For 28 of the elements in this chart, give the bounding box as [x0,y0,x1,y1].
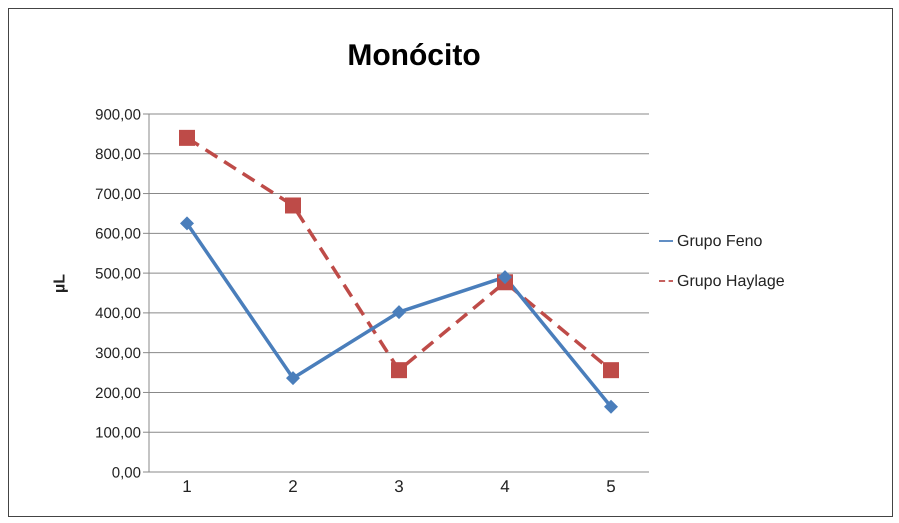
legend-label: Grupo Feno [677,232,762,250]
x-tick-label: 1 [182,477,192,496]
point [603,362,619,378]
point [604,400,618,414]
point [391,362,407,378]
x-tick-label: 4 [500,477,510,496]
y-tick-label: 0,00 [112,464,141,482]
y-tick-label: 500,00 [95,265,141,282]
y-tick-label: 400,00 [95,305,141,322]
y-tick-label: 100,00 [95,424,141,442]
y-tick-label: 800,00 [95,146,141,164]
y-tick-label: 700,00 [95,186,141,203]
x-tick-label: 2 [288,477,298,496]
point [285,197,301,214]
y-tick-label: 200,00 [95,384,141,402]
y-tick-label: 300,00 [95,344,141,362]
x-tick-label: 5 [606,477,616,496]
point [180,216,194,230]
x-tick-label: 3 [394,477,404,496]
point [498,270,512,284]
y-tick-label: 900,00 [95,106,141,124]
point [286,371,300,386]
y-axis-title: µL [52,274,69,293]
legend-label: Grupo Haylage [677,272,785,290]
y-tick-label: 600,00 [95,226,141,243]
chart-title: Monócito [346,39,482,73]
point [392,305,406,320]
point [179,130,195,146]
